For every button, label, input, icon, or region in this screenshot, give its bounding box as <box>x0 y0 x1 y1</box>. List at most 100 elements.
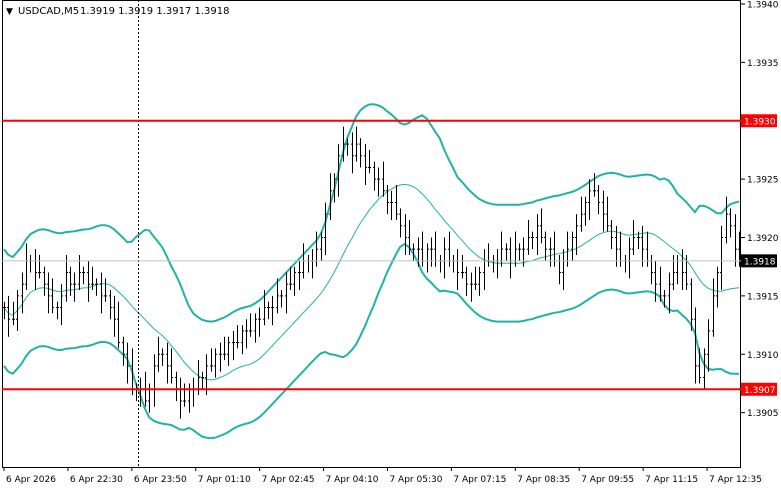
candle[interactable] <box>249 313 252 337</box>
candle[interactable] <box>219 342 222 372</box>
candle[interactable] <box>60 284 63 326</box>
candle[interactable] <box>166 342 169 384</box>
candle[interactable] <box>56 301 59 320</box>
candle[interactable] <box>470 272 473 302</box>
candle[interactable] <box>549 237 552 267</box>
candle[interactable] <box>465 266 468 296</box>
candle[interactable] <box>641 225 644 267</box>
candle[interactable] <box>280 290 283 308</box>
candle[interactable] <box>707 319 710 372</box>
candle[interactable] <box>223 336 226 361</box>
candle[interactable] <box>654 260 657 302</box>
candle[interactable] <box>21 272 24 314</box>
candle[interactable] <box>544 231 547 261</box>
candle[interactable] <box>65 255 68 302</box>
candle[interactable] <box>355 126 358 162</box>
price-scale[interactable]: 1.3940 1.3935 1.3925 1.3920 1.3915 1.3910 1.39… <box>741 1 779 420</box>
candle[interactable] <box>157 336 160 372</box>
candle[interactable] <box>122 336 125 366</box>
candle[interactable] <box>386 184 389 215</box>
candle[interactable] <box>82 266 85 285</box>
candle[interactable] <box>324 202 327 256</box>
candle[interactable] <box>276 278 279 314</box>
candle[interactable] <box>245 319 248 349</box>
candle[interactable] <box>461 255 464 279</box>
time-scale[interactable]: 6 Apr 2026 6 Apr 22:30 6 Apr 23:50 7 Apr 01… <box>3 467 762 485</box>
candle[interactable] <box>703 348 706 390</box>
candle[interactable] <box>531 231 534 250</box>
candle[interactable] <box>100 272 103 314</box>
candle[interactable] <box>73 272 76 302</box>
candle[interactable] <box>346 138 349 156</box>
candle[interactable] <box>395 184 398 220</box>
candle[interactable] <box>390 190 393 220</box>
candle[interactable] <box>320 231 323 261</box>
candle[interactable] <box>170 348 173 384</box>
candle[interactable] <box>368 149 371 174</box>
candle[interactable] <box>690 278 693 331</box>
candle[interactable] <box>408 219 411 256</box>
candle[interactable] <box>183 383 186 407</box>
candle[interactable] <box>91 266 94 291</box>
candle[interactable] <box>610 219 613 250</box>
candle[interactable] <box>38 255 41 279</box>
candle[interactable] <box>716 266 719 308</box>
candle[interactable] <box>342 126 345 162</box>
candle[interactable] <box>285 272 288 314</box>
candle[interactable] <box>430 237 433 267</box>
candle[interactable] <box>593 173 596 197</box>
candle[interactable] <box>43 266 46 296</box>
candle[interactable] <box>597 184 600 215</box>
candle[interactable] <box>87 260 90 302</box>
candle[interactable] <box>580 196 583 232</box>
candle[interactable] <box>113 295 116 337</box>
candle[interactable] <box>117 301 120 349</box>
candle[interactable] <box>474 266 477 291</box>
candle[interactable] <box>518 243 521 261</box>
candle[interactable] <box>263 290 266 326</box>
candle[interactable] <box>267 301 270 320</box>
candle[interactable] <box>227 336 230 366</box>
candle[interactable] <box>663 290 666 308</box>
candle[interactable] <box>602 190 605 232</box>
candle[interactable] <box>232 330 235 361</box>
candle[interactable] <box>571 231 574 261</box>
candle[interactable] <box>382 161 385 197</box>
candle[interactable] <box>16 290 19 331</box>
candle[interactable] <box>51 278 54 314</box>
candle[interactable] <box>47 272 50 314</box>
candle[interactable] <box>161 348 164 366</box>
candle[interactable] <box>3 301 6 320</box>
candle[interactable] <box>254 313 257 343</box>
candle[interactable] <box>725 196 728 244</box>
candle[interactable] <box>364 144 367 185</box>
candle[interactable] <box>712 278 715 337</box>
candle[interactable] <box>214 348 217 378</box>
candle[interactable] <box>373 161 376 191</box>
candle[interactable] <box>632 219 635 256</box>
candle[interactable] <box>236 325 239 349</box>
candle[interactable] <box>522 237 525 267</box>
candle[interactable] <box>575 214 578 256</box>
candle[interactable] <box>12 301 15 326</box>
candle[interactable] <box>104 278 107 302</box>
chart-menu-icon[interactable]: ▼ <box>6 7 13 17</box>
candle[interactable] <box>95 278 98 296</box>
candle[interactable] <box>536 214 539 256</box>
candle[interactable] <box>289 266 292 291</box>
candle[interactable] <box>69 266 72 296</box>
candle[interactable] <box>201 371 204 390</box>
candle[interactable] <box>527 219 530 256</box>
candle[interactable] <box>659 266 662 302</box>
candle[interactable] <box>588 179 591 220</box>
candle[interactable] <box>126 342 129 384</box>
candle[interactable] <box>329 173 332 220</box>
candle[interactable] <box>584 196 587 226</box>
candle[interactable] <box>694 307 697 384</box>
candle[interactable] <box>258 307 261 337</box>
candle[interactable] <box>417 237 420 267</box>
candle[interactable] <box>734 214 737 267</box>
candle[interactable] <box>720 225 723 291</box>
candle[interactable] <box>606 196 609 232</box>
